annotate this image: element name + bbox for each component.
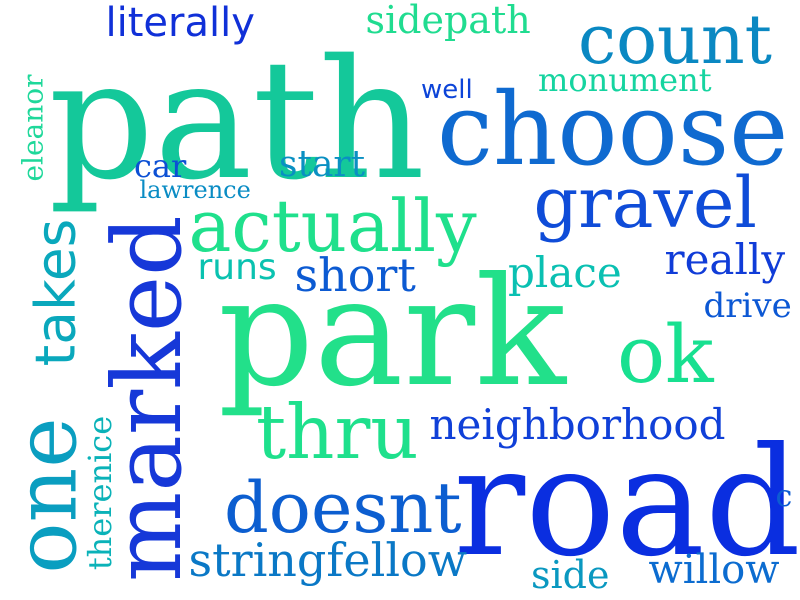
word-ok: ok: [617, 308, 714, 401]
word-sidepath: sidepath: [365, 0, 531, 42]
word-monument: monument: [538, 60, 712, 99]
word-willow: willow: [648, 546, 780, 593]
word-actually: actually: [188, 184, 477, 268]
word-really: really: [664, 235, 786, 284]
word-runs: runs: [197, 247, 277, 288]
word-one: one: [0, 416, 97, 574]
word-doesnt: doesnt: [224, 466, 462, 549]
word-c: c: [775, 479, 793, 514]
word-thru: thru: [256, 388, 419, 476]
word-well: well: [421, 75, 473, 105]
word-choose: choose: [437, 71, 789, 188]
word-literally: literally: [105, 0, 255, 46]
word-takes: takes: [23, 218, 88, 367]
word-neighborhood: neighborhood: [429, 400, 726, 449]
word-therenice: therenice: [81, 415, 120, 571]
word-gravel: gravel: [533, 161, 757, 244]
word-car: car: [134, 147, 187, 185]
word-path: path: [48, 23, 426, 216]
word-count: count: [578, 0, 772, 80]
word-stringfellow: stringfellow: [188, 533, 468, 587]
word-eleanor: eleanor: [16, 73, 50, 182]
word-drive: drive: [703, 286, 792, 326]
word-short: short: [294, 248, 416, 302]
word-road: road: [453, 415, 800, 590]
word-start: start: [279, 144, 366, 185]
word-park: park: [218, 246, 567, 420]
word-side: side: [531, 553, 610, 597]
word-lawrence: lawrence: [139, 176, 251, 204]
word-place: place: [508, 247, 622, 297]
